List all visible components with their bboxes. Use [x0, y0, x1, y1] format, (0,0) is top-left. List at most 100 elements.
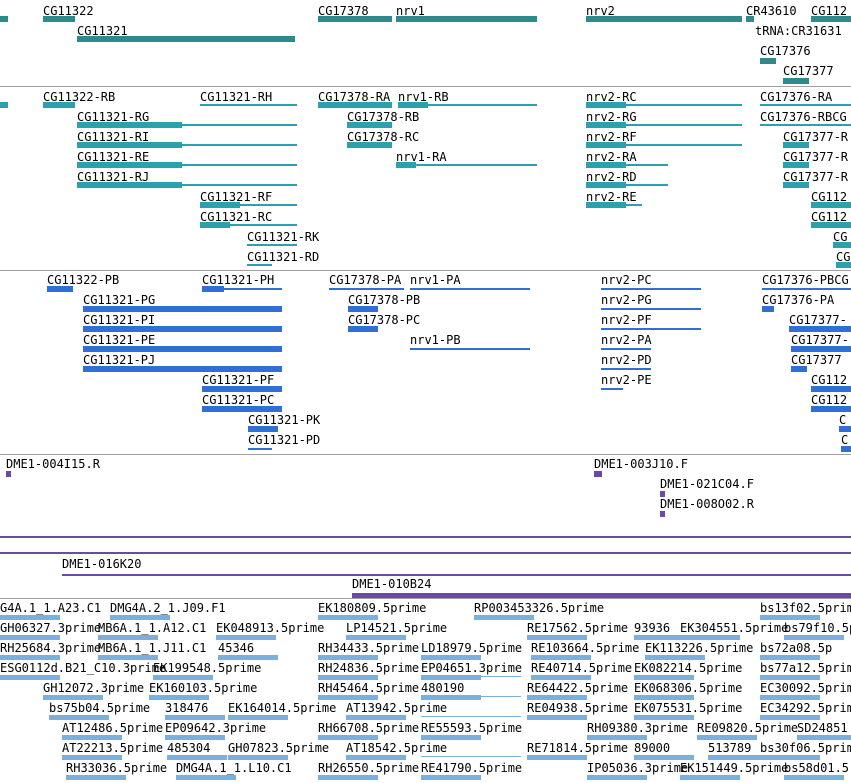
est-bar[interactable]	[228, 715, 288, 720]
est-bar[interactable]	[527, 755, 587, 760]
protein-bar[interactable]	[348, 306, 378, 312]
est-bar[interactable]	[531, 655, 591, 660]
transcript-bar[interactable]	[396, 162, 416, 168]
transcript-bar[interactable]	[586, 102, 626, 108]
transcript-label[interactable]: CG17378-RA	[318, 90, 391, 104]
est-label[interactable]: EK082214.5prime	[634, 661, 743, 675]
est-label[interactable]: bs75b04.5prime	[49, 701, 151, 715]
transcript-label[interactable]: CG11321-RE	[77, 150, 150, 164]
est-label[interactable]: bs30f06.5prim	[760, 741, 851, 755]
protein-bar[interactable]	[329, 288, 404, 290]
protein-label[interactable]: CG17377-	[789, 313, 847, 327]
gene-label[interactable]: CR43610	[746, 4, 797, 18]
est-label[interactable]: EK075531.5prime	[634, 701, 743, 715]
est-line[interactable]	[421, 756, 521, 757]
protein-label[interactable]: nrv1-PB	[410, 333, 461, 347]
protein-label[interactable]: CG112	[811, 393, 848, 407]
transcript-label[interactable]: CG11321-RF	[200, 190, 273, 204]
transcript-label[interactable]: nrv2-RA	[586, 150, 637, 164]
est-bar[interactable]	[62, 735, 122, 740]
est-bar[interactable]	[49, 715, 109, 720]
est-bar[interactable]	[165, 735, 225, 740]
est-bar[interactable]	[218, 655, 278, 660]
est-bar[interactable]	[98, 635, 158, 640]
est-bar[interactable]	[760, 615, 820, 620]
est-bar[interactable]	[421, 775, 481, 780]
est-bar[interactable]	[421, 735, 481, 740]
est-bar[interactable]	[421, 695, 481, 700]
protein-label[interactable]: CG17378-PA	[329, 273, 402, 287]
est-bar[interactable]	[0, 675, 60, 680]
est-label[interactable]: DMG4A.1_1.L10.C1	[176, 761, 292, 775]
protein-bar[interactable]	[601, 328, 701, 330]
est-label[interactable]: EP09642.3prime	[165, 721, 267, 735]
protein-label[interactable]: nrv2-PD	[601, 353, 652, 367]
transcript-label[interactable]: CG11321-RK	[247, 230, 320, 244]
transcript-bar[interactable]	[240, 204, 297, 206]
protein-label[interactable]: CG17376-PA	[762, 293, 835, 307]
transcript-label[interactable]: CG11321-RD	[247, 250, 320, 264]
est-label[interactable]: ESG0112d.B21_C10.3prime	[0, 661, 167, 675]
protein-label[interactable]: CG11321-PI	[83, 313, 156, 327]
est-label[interactable]: RE103664.5prime	[531, 641, 640, 655]
est-bar[interactable]	[318, 655, 378, 660]
protein-bar[interactable]	[811, 406, 851, 412]
est-bar[interactable]	[421, 675, 481, 680]
transcript-label[interactable]: CG11321-RI	[77, 130, 150, 144]
clone-label[interactable]: DME1-010B24	[352, 577, 432, 591]
protein-bar[interactable]	[811, 386, 851, 392]
protein-bar[interactable]	[791, 346, 851, 352]
transcript-bar[interactable]	[811, 202, 851, 208]
transcript-bar[interactable]	[586, 202, 626, 208]
clone-line[interactable]	[0, 552, 851, 554]
protein-label[interactable]: CG17378-PC	[348, 313, 421, 327]
transcript-bar[interactable]	[783, 142, 809, 148]
protein-bar[interactable]	[83, 366, 282, 372]
est-bar[interactable]	[527, 695, 587, 700]
clone-line[interactable]	[0, 536, 851, 538]
protein-bar[interactable]	[601, 288, 701, 290]
transcript-bar[interactable]	[77, 142, 182, 148]
protein-bar[interactable]	[841, 446, 851, 452]
protein-bar[interactable]	[791, 366, 807, 372]
est-label[interactable]: SD24851	[797, 721, 848, 735]
est-bar[interactable]	[110, 615, 170, 620]
gene-bar[interactable]	[77, 36, 295, 42]
transcript-bar[interactable]	[347, 142, 392, 148]
est-label[interactable]: bs58d01.5	[784, 761, 850, 775]
transcript-bar[interactable]	[760, 124, 851, 126]
transcript-bar[interactable]	[586, 162, 626, 168]
est-bar[interactable]	[587, 775, 647, 780]
clone-line[interactable]	[62, 574, 851, 576]
protein-label[interactable]: C	[841, 433, 849, 447]
transcript-label[interactable]: CG17377-R	[783, 170, 849, 184]
est-label[interactable]: LD18979.5prime	[421, 641, 523, 655]
clone-line[interactable]	[352, 593, 851, 598]
transcript-bar[interactable]	[200, 202, 240, 208]
clone-marker[interactable]	[660, 491, 665, 497]
est-label[interactable]: AT13942.5prime	[346, 701, 448, 715]
est-bar[interactable]	[760, 675, 820, 680]
clone-label[interactable]: DME1-021C04.F	[660, 477, 754, 491]
transcript-bar[interactable]	[398, 102, 428, 108]
protein-label[interactable]: nrv2-PC	[601, 273, 652, 287]
gene-bar[interactable]	[0, 16, 8, 22]
clone-marker[interactable]	[594, 471, 602, 477]
transcript-label[interactable]: CG17376-RBCG	[760, 110, 847, 124]
protein-label[interactable]: nrv2-PF	[601, 313, 652, 327]
transcript-bar[interactable]	[586, 142, 626, 148]
est-bar[interactable]	[216, 635, 276, 640]
protein-label[interactable]: nrv2-PG	[601, 293, 652, 307]
gene-bar[interactable]	[760, 58, 776, 64]
transcript-bar[interactable]	[77, 162, 182, 168]
transcript-bar[interactable]	[416, 164, 537, 166]
transcript-bar[interactable]	[626, 204, 642, 206]
transcript-bar[interactable]	[230, 224, 297, 226]
gene-bar[interactable]	[318, 16, 392, 22]
protein-label[interactable]: CG11321-PC	[202, 393, 275, 407]
est-bar[interactable]	[0, 655, 60, 660]
transcript-label[interactable]: CG17378-RC	[347, 130, 420, 144]
est-bar[interactable]	[797, 735, 851, 740]
protein-label[interactable]: CG112	[811, 373, 848, 387]
protein-label[interactable]: nrv2-PE	[601, 373, 652, 387]
